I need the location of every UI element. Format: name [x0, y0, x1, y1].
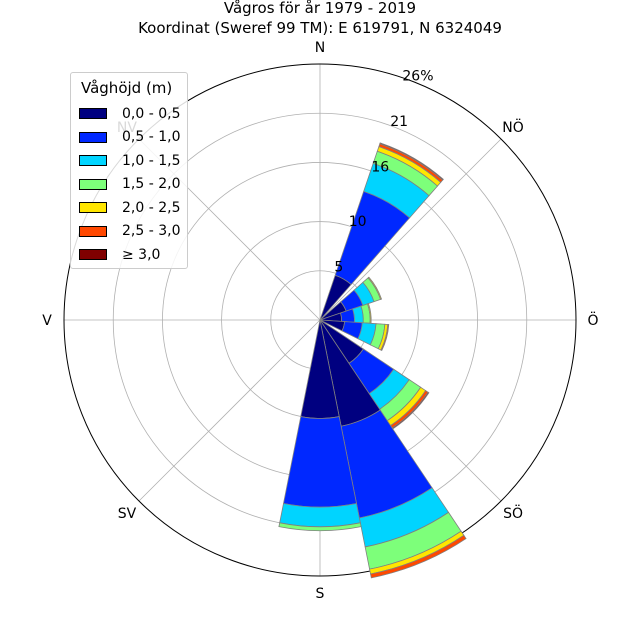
sector-bin-7-3 [278, 522, 362, 532]
chart-title: Vågros för år 1979 - 2019 [223, 0, 417, 17]
legend-item: 0,5 - 1,0 [79, 126, 187, 150]
legend-swatch [79, 202, 107, 214]
wave-sectors [278, 142, 467, 579]
legend-item: ≥ 3,0 [79, 243, 187, 267]
direction-label: Ö [587, 311, 598, 329]
legend-label: 1,0 - 1,5 [122, 152, 181, 169]
sector-bin-7-2 [279, 503, 361, 528]
radial-tick-label: 10 [349, 214, 367, 230]
chart-subtitle: Koordinat (Sweref 99 TM): E 619791, N 63… [138, 19, 502, 37]
legend-swatch [79, 108, 107, 120]
radial-tick-label: 5 [334, 260, 343, 276]
radial-tick-label: 16 [371, 159, 389, 175]
radial-tick-label: 26% [402, 68, 433, 84]
direction-label: SÖ [503, 504, 523, 522]
radial-tick-label: 21 [390, 114, 408, 130]
sector-bin-6-5 [370, 534, 467, 579]
legend-title: Våghöjd (m) [81, 79, 173, 97]
legend-label: 2,0 - 2,5 [122, 199, 181, 216]
sector-bin-2-4 [367, 276, 383, 300]
direction-label: SV [118, 506, 137, 522]
legend-label: 0,0 - 0,5 [122, 105, 181, 122]
outer-ring [63, 63, 577, 577]
grid-spoke [319, 138, 502, 321]
sector-bin-4-5 [380, 324, 390, 352]
legend-label: ≥ 3,0 [122, 246, 161, 263]
legend-swatch [79, 155, 107, 167]
legend-item: 2,0 - 2,5 [79, 196, 187, 220]
grid-spoke [138, 319, 321, 502]
legend: Våghöjd (m) 0,0 - 0,5 0,5 - 1,0 1,0 - 1,5 1… [70, 72, 188, 269]
sector-bin-1-6 [379, 142, 444, 181]
legend-item: 1,0 - 1,5 [79, 149, 187, 173]
legend-item: 2,5 - 3,0 [79, 220, 187, 244]
legend-swatch [79, 249, 107, 261]
legend-swatch [79, 178, 107, 190]
legend-label: 2,5 - 3,0 [122, 223, 181, 240]
direction-label: NÖ [502, 118, 524, 136]
legend-item: 1,5 - 2,0 [79, 173, 187, 197]
direction-label: V [42, 313, 52, 329]
legend-label: 0,5 - 1,0 [122, 129, 181, 146]
legend-item: 0,0 - 0,5 [79, 102, 187, 126]
direction-label: N [315, 40, 325, 56]
legend-swatch [79, 225, 107, 237]
legend-swatch [79, 131, 107, 143]
legend-label: 1,5 - 2,0 [122, 176, 181, 193]
direction-label: S [316, 586, 325, 602]
